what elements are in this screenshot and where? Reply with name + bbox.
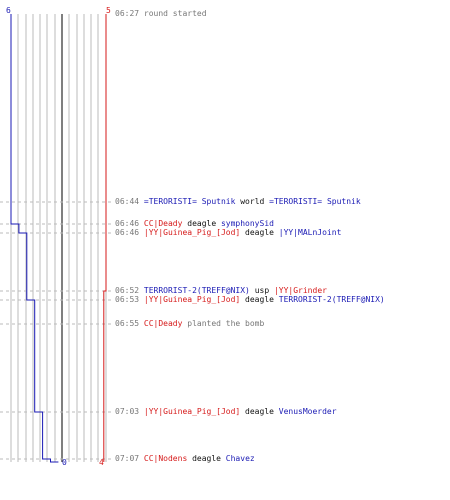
- event-text: |YY|Guinea_Pig_[Jod]: [143, 407, 241, 416]
- event-text: |YY|MALnJoint: [278, 228, 342, 237]
- red-start-count: 5: [106, 6, 111, 15]
- event-row: 06:52 TERRORIST-2(TREFF@NIX) usp |YY|Gri…: [115, 286, 327, 296]
- event-text: deagle: [240, 407, 279, 416]
- event-time: 07:03: [115, 407, 144, 416]
- event-time: 06:46: [115, 219, 144, 228]
- event-text: usp: [249, 286, 274, 295]
- event-row: 06:44 =TERORISTI= Sputnik world =TERORIS…: [115, 197, 361, 207]
- event-row: 06:27 round started: [115, 9, 207, 19]
- event-text: deagle: [240, 295, 279, 304]
- event-text: VenusMoerder: [278, 407, 337, 416]
- event-text: |YY|Grinder: [273, 286, 327, 295]
- event-text: |YY|Guinea_Pig_[Jod]: [143, 228, 241, 237]
- blue-end-count: 0: [62, 458, 67, 467]
- event-text: TERRORIST-2(TREFF@NIX): [278, 295, 385, 304]
- event-time: 06:52: [115, 286, 144, 295]
- event-row: 07:07 CC|Nodens deagle Chavez: [115, 454, 255, 464]
- grid-lines: [10, 14, 107, 462]
- event-row: 06:46 CC|Deady deagle symphonySid: [115, 219, 274, 229]
- blue-team-alive-line: [10, 14, 59, 463]
- red-end-count: 4: [99, 458, 104, 467]
- event-row: 07:03 |YY|Guinea_Pig_[Jod] deagle VenusM…: [115, 407, 337, 417]
- round-timeline-graph: [0, 14, 112, 463]
- event-text: =TERORISTI= Sputnik: [143, 197, 236, 206]
- event-text: CC|Nodens: [143, 454, 188, 463]
- event-text: CC|Deady: [143, 219, 183, 228]
- event-row: 06:46 |YY|Guinea_Pig_[Jod] deagle |YY|MA…: [115, 228, 341, 238]
- event-time: 06:53: [115, 295, 144, 304]
- event-text: deagle: [182, 219, 221, 228]
- event-row: 06:55 CC|Deady planted the bomb: [115, 319, 264, 329]
- event-text: Chavez: [225, 454, 255, 463]
- event-text: =TERORISTI= Sputnik: [269, 197, 361, 206]
- event-text: deagle: [240, 228, 279, 237]
- event-text: planted the bomb: [182, 319, 265, 328]
- event-text: deagle: [187, 454, 226, 463]
- event-time: 06:44: [115, 197, 144, 206]
- event-text: world: [235, 197, 270, 206]
- event-text: CC|Deady: [143, 319, 183, 328]
- event-text: round started: [143, 9, 207, 18]
- event-text: symphonySid: [220, 219, 274, 228]
- blue-start-count: 6: [6, 6, 11, 15]
- event-row: 06:53 |YY|Guinea_Pig_[Jod] deagle TERROR…: [115, 295, 385, 305]
- event-text: |YY|Guinea_Pig_[Jod]: [143, 295, 241, 304]
- event-time: 07:07: [115, 454, 144, 463]
- event-guides: [0, 201, 112, 460]
- red-team-alive-line: [103, 14, 107, 462]
- event-time: 06:55: [115, 319, 144, 328]
- event-text: TERRORIST-2(TREFF@NIX): [143, 286, 250, 295]
- event-time: 06:27: [115, 9, 144, 18]
- event-time: 06:46: [115, 228, 144, 237]
